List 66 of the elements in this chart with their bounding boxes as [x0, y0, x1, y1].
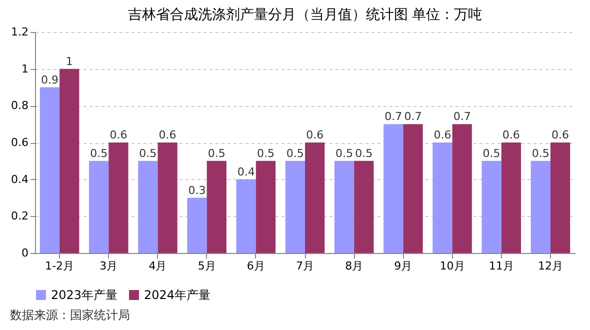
x-tick-label: 9月: [394, 260, 412, 272]
bar: [187, 198, 207, 253]
data-label: 0.7: [384, 110, 402, 124]
bar: [432, 142, 452, 253]
bar: [236, 179, 256, 253]
x-tick-label: 10月: [440, 260, 465, 272]
legend-label: 2024年产量: [144, 288, 211, 302]
y-tick-label: 0.4: [11, 172, 28, 186]
bar: [60, 68, 80, 253]
bar: [89, 160, 109, 253]
x-tick-label: 4月: [148, 260, 167, 272]
data-label: 0.5: [208, 146, 226, 160]
bar: [403, 124, 423, 253]
bar: [256, 160, 276, 253]
x-tick-label: 11月: [488, 260, 514, 272]
data-label: 0.7: [453, 110, 471, 124]
data-label: 0.5: [286, 146, 304, 160]
bar: [108, 142, 128, 253]
x-tick-label: 5月: [198, 260, 216, 272]
data-label: 0.5: [139, 146, 157, 160]
data-label: 0.7: [404, 110, 422, 124]
data-label: 0.4: [237, 165, 255, 178]
data-label: 0.5: [355, 146, 373, 160]
x-tick-label: 8月: [345, 260, 364, 272]
bar: [384, 124, 404, 253]
y-tick-label: 0.8: [11, 99, 28, 112]
y-tick-label: 1: [22, 62, 28, 76]
data-label: 0.5: [482, 146, 500, 160]
x-tick-label: 3月: [100, 260, 118, 272]
bar: [334, 160, 354, 253]
source-note: 数据来源：国家统计局: [10, 307, 130, 324]
bar: [501, 142, 521, 253]
data-label: 1: [66, 54, 73, 68]
x-tick-label: 6月: [246, 260, 265, 272]
bar: [158, 142, 178, 253]
data-label: 0.6: [158, 128, 176, 142]
bar: [482, 160, 502, 253]
data-label: 0.5: [336, 146, 354, 160]
chart-title: 吉林省合成洗涤剂产量分月（当月值）统计图 单位：万吨: [128, 7, 482, 23]
bar: [40, 87, 60, 253]
bar: [206, 160, 226, 253]
data-label: 0.5: [532, 146, 550, 160]
x-tick-label: 12月: [538, 260, 563, 272]
bar: [305, 142, 325, 253]
y-tick-label: 1.2: [11, 26, 28, 38]
data-label: 0.6: [502, 128, 520, 142]
y-tick-label: 0.6: [11, 136, 28, 149]
x-tick-label: 1-2月: [45, 260, 74, 272]
data-label: 0.6: [434, 128, 452, 142]
bar: [138, 160, 158, 253]
data-label: 0.6: [110, 128, 128, 142]
data-label: 0.9: [40, 73, 58, 86]
bar: [452, 124, 472, 253]
bar: [354, 160, 374, 253]
y-tick-label: 0: [22, 246, 28, 260]
legend-label: 2023年产量: [51, 288, 118, 302]
bar: [285, 160, 305, 253]
data-label: 0.6: [306, 128, 324, 142]
bar: [530, 160, 550, 253]
y-tick-label: 0.2: [11, 210, 28, 223]
data-label: 0.5: [256, 146, 274, 160]
data-label: 0.6: [552, 128, 570, 142]
bar: [550, 142, 570, 253]
data-label: 0.3: [188, 184, 206, 197]
x-tick-label: 7月: [296, 260, 314, 272]
data-label: 0.5: [90, 146, 108, 160]
